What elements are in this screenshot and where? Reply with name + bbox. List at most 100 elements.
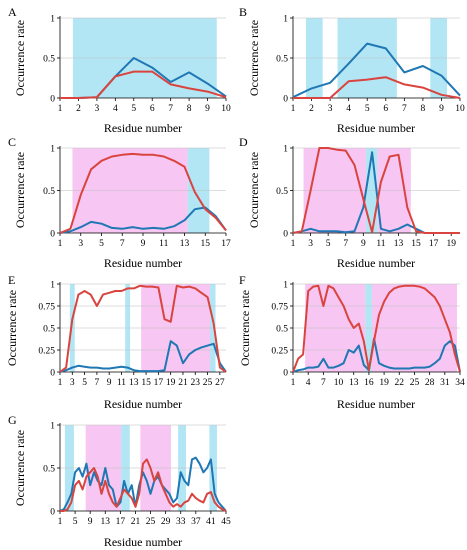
x-tick-label: 11 — [376, 239, 385, 249]
x-tick-label: 13 — [129, 378, 139, 388]
y-tick-label: 0 — [50, 508, 55, 518]
y-tick-label: 0 — [283, 369, 288, 379]
x-tick-label: 25 — [410, 378, 420, 388]
panel-letter: C — [8, 135, 16, 149]
x-tick-label: 7 — [120, 239, 125, 249]
x-axis-label: Residue number — [104, 121, 182, 135]
x-tick-label: 5 — [82, 378, 87, 388]
panel-letter: E — [8, 273, 15, 287]
x-tick-label: 1 — [58, 239, 63, 249]
x-tick-label: 9 — [361, 239, 366, 249]
x-tick-label: 11 — [159, 239, 168, 249]
x-tick-label: 13 — [394, 239, 404, 249]
y-tick-label: 1 — [283, 145, 288, 155]
y-axis-label: Occurrence rate — [5, 290, 19, 366]
x-tick-label: 3 — [95, 104, 100, 114]
x-tick-label: 37 — [191, 517, 201, 527]
x-tick-label: 21 — [131, 517, 141, 527]
panel-letter: G — [8, 413, 17, 427]
x-tick-label: 7 — [402, 104, 407, 114]
x-tick-label: 4 — [113, 104, 118, 114]
x-tick-label: 8 — [187, 104, 192, 114]
x-tick-label: 45 — [221, 517, 231, 527]
x-tick-label: 1 — [58, 104, 63, 114]
y-tick-label: 0.25 — [38, 347, 55, 357]
x-tick-label: 25 — [146, 517, 156, 527]
y-tick-label: 1 — [283, 15, 288, 25]
x-tick-label: 4 — [346, 104, 351, 114]
x-tick-label: 5 — [365, 104, 370, 114]
x-tick-label: 1 — [291, 378, 296, 388]
y-axis-label: Occurrence rate — [13, 430, 27, 506]
y-tick-label: 0.75 — [271, 303, 288, 313]
x-tick-label: 3 — [70, 378, 75, 388]
x-tick-label: 17 — [221, 239, 231, 249]
x-tick-label: 33 — [176, 517, 186, 527]
y-axis-label: Occurrence rate — [13, 152, 27, 228]
series-line-red — [59, 284, 227, 373]
x-tick-label: 25 — [203, 378, 213, 388]
panel-letter: A — [8, 5, 17, 19]
y-tick-label: 1 — [50, 145, 55, 155]
panel-a: 0 0.5 1 1 2 3 4 5 6 7 8 9 10 Residue number Occurrence… — [8, 5, 231, 135]
x-tick-label: 2 — [76, 104, 81, 114]
y-tick-label: 0 — [283, 230, 288, 240]
y-axis-label: Occurrence rate — [247, 152, 261, 228]
y-tick-label: 0.75 — [38, 303, 55, 313]
x-tick-label: 3 — [308, 239, 313, 249]
x-tick-label: 1 — [291, 104, 296, 114]
x-tick-label: 28 — [425, 378, 435, 388]
x-tick-label: 19 — [379, 378, 389, 388]
y-tick-label: 0.5 — [43, 325, 55, 335]
y-axis-label: Occurrence rate — [238, 290, 252, 366]
x-tick-label: 7 — [95, 378, 100, 388]
x-tick-label: 22 — [395, 378, 405, 388]
series-line-red — [292, 147, 460, 234]
panel-letter: B — [239, 5, 247, 19]
panel-letter: D — [239, 135, 248, 149]
x-tick-label: 27 — [215, 378, 225, 388]
x-tick-label: 9 — [205, 104, 210, 114]
x-tick-label: 4 — [306, 378, 311, 388]
x-axis-label: Residue number — [104, 256, 182, 270]
y-tick-label: 0.25 — [271, 347, 288, 357]
x-tick-label: 1 — [291, 239, 296, 249]
x-tick-label: 16 — [364, 378, 374, 388]
y-tick-label: 0.5 — [276, 325, 288, 335]
series-line-red — [59, 152, 227, 234]
series-line-blue — [59, 340, 227, 373]
x-tick-label: 10 — [221, 104, 231, 114]
x-tick-label: 17 — [154, 378, 164, 388]
x-tick-label: 5 — [99, 239, 104, 249]
y-tick-label: 0 — [50, 369, 55, 379]
x-tick-label: 17 — [429, 239, 439, 249]
panel-letter: F — [239, 273, 246, 287]
x-axis-label: Residue number — [337, 397, 415, 411]
x-tick-label: 5 — [73, 517, 78, 527]
panel-b: 0 0.5 1 1 2 3 4 5 6 7 8 9 10 Residue number Occurrence… — [239, 5, 465, 135]
series-line-red — [293, 76, 461, 99]
x-tick-label: 15 — [141, 378, 151, 388]
x-tick-label: 3 — [78, 239, 83, 249]
x-tick-label: 9 — [439, 104, 444, 114]
y-tick-label: 0 — [50, 230, 55, 240]
x-tick-label: 23 — [191, 378, 201, 388]
y-tick-label: 1 — [50, 281, 55, 291]
x-tick-label: 34 — [455, 378, 465, 388]
series-line-red — [292, 284, 461, 373]
x-tick-label: 19 — [166, 378, 176, 388]
x-tick-label: 13 — [349, 378, 359, 388]
x-tick-label: 9 — [141, 239, 146, 249]
x-tick-label: 5 — [326, 239, 331, 249]
x-tick-label: 1 — [58, 517, 63, 527]
x-tick-label: 10 — [334, 378, 344, 388]
x-tick-label: 17 — [116, 517, 126, 527]
x-tick-label: 6 — [383, 104, 388, 114]
x-tick-label: 8 — [421, 104, 426, 114]
